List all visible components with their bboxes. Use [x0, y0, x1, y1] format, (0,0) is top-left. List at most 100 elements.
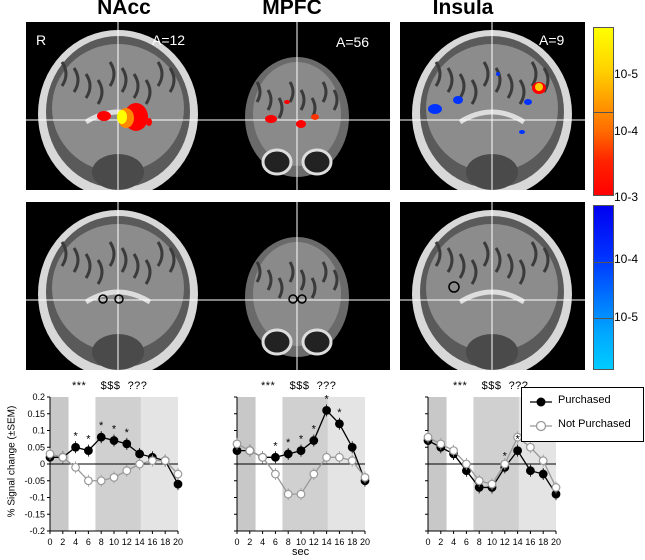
- x-tick-label: 12: [122, 537, 132, 547]
- y-tick-label: 0.15: [27, 409, 45, 419]
- data-point-purchased: [322, 406, 332, 415]
- orientation-label: R: [36, 32, 47, 48]
- data-point-not-purchased: [71, 462, 80, 472]
- title-mpfc: MPFC: [262, 0, 322, 19]
- data-point-not-purchased: [360, 473, 370, 482]
- y-tick-label: 0.05: [27, 442, 45, 452]
- brain-panel: [400, 202, 585, 370]
- coordinate-insula: A=9: [539, 32, 565, 48]
- sig-question: ???: [127, 380, 148, 392]
- x-tick-label: 16: [334, 537, 344, 547]
- x-tick-label: 6: [86, 537, 91, 547]
- data-point-purchased: [526, 466, 535, 476]
- x-tick-label: 14: [135, 537, 145, 547]
- data-point-purchased: [173, 479, 183, 489]
- data-point-purchased: [296, 446, 306, 456]
- x-tick-label: 10: [296, 537, 306, 547]
- x-tick-label: 18: [160, 537, 170, 547]
- y-tick-label: -0.15: [24, 509, 45, 519]
- data-point-not-purchased: [245, 446, 255, 456]
- x-tick-label: 12: [500, 537, 510, 547]
- x-tick-label: 16: [147, 537, 157, 547]
- title-nacc: NAcc: [97, 0, 151, 19]
- x-tick-label: 8: [477, 537, 482, 547]
- x-tick-label: 18: [347, 537, 357, 547]
- x-tick-label: 4: [451, 537, 456, 547]
- data-point-not-purchased: [232, 439, 242, 449]
- x-tick-label: 20: [360, 537, 370, 547]
- star-marker: *: [299, 434, 304, 446]
- colorbar-label-1e3: 10-3: [614, 190, 639, 204]
- data-point-not-purchased: [83, 476, 93, 486]
- data-point-not-purchased: [335, 452, 344, 462]
- data-point-not-purchased: [160, 456, 170, 466]
- data-point-not-purchased: [122, 466, 132, 476]
- x-tick-label: 2: [438, 537, 443, 547]
- x-tick-label: 2: [60, 537, 65, 547]
- x-tick-label: 8: [286, 537, 291, 547]
- star-marker: *: [503, 450, 508, 462]
- legend-label-purchased: Purchased: [558, 394, 611, 406]
- sig-star: ***: [261, 380, 276, 392]
- data-point-not-purchased: [449, 446, 459, 456]
- star-marker: *: [312, 424, 317, 436]
- data-point-not-purchased: [296, 489, 306, 499]
- x-tick-label: 10: [109, 537, 119, 547]
- star-marker: *: [324, 393, 329, 405]
- x-tick-label: 0: [47, 537, 52, 547]
- x-tick-label: 16: [525, 537, 535, 547]
- data-point-purchased: [135, 449, 145, 459]
- data-point-purchased: [513, 446, 522, 456]
- y-tick-label: -0.1: [29, 493, 45, 503]
- star-marker: *: [73, 430, 78, 442]
- sig-dollar: $$$: [289, 380, 310, 392]
- data-point-purchased: [122, 439, 132, 449]
- data-point-purchased: [109, 436, 119, 445]
- y-tick-label: -0.05: [24, 476, 45, 486]
- title-insula: Insula: [432, 0, 494, 19]
- sig-markers-mpfc: *** $$$ ???: [261, 380, 336, 392]
- sig-question: ???: [316, 380, 337, 392]
- data-point-purchased: [271, 452, 280, 462]
- data-point-not-purchased: [109, 473, 119, 482]
- data-point-not-purchased: [258, 452, 268, 462]
- colorbar-negative: [593, 205, 614, 370]
- x-tick-label: 4: [260, 537, 265, 547]
- star-marker: *: [273, 440, 278, 452]
- colorbar-tick-1: [593, 112, 614, 113]
- star-marker: *: [337, 407, 342, 419]
- colorbar-label-pos-1e5: 10-5: [614, 67, 639, 81]
- legend-label-not-purchased: Not Purchased: [558, 418, 631, 430]
- x-tick-label: 6: [273, 537, 278, 547]
- x-tick-label: 4: [73, 537, 78, 547]
- data-point-not-purchased: [538, 456, 548, 466]
- x-axis-label: sec: [292, 546, 310, 558]
- brain-panel: [400, 22, 585, 190]
- legend: Purchased Not Purchased: [521, 387, 644, 442]
- y-tick-label: 0.2: [32, 392, 45, 402]
- sig-markers-insula: *** $$$ ???: [453, 380, 528, 392]
- data-point-purchased: [335, 419, 344, 429]
- colorbar-label-neg-1e4: 10-4: [614, 252, 639, 266]
- data-point-not-purchased: [347, 456, 357, 466]
- x-tick-label: 12: [309, 537, 319, 547]
- data-point-not-purchased: [96, 476, 106, 486]
- sig-dollar: $$$: [100, 380, 121, 392]
- y-tick-label: -0.2: [29, 526, 45, 536]
- brain-panel: [205, 202, 390, 370]
- data-point-purchased: [309, 436, 319, 445]
- brain-panel: [26, 22, 211, 190]
- data-point-not-purchased: [487, 479, 497, 489]
- coordinate-nacc: A=12: [152, 32, 186, 48]
- x-tick-label: 0: [425, 537, 430, 547]
- data-point-not-purchased: [436, 439, 446, 449]
- data-point-not-purchased: [147, 456, 157, 466]
- colorbar-tick-2: [593, 262, 614, 263]
- data-point-purchased: [283, 449, 293, 459]
- x-tick-label: 2: [247, 537, 252, 547]
- data-point-purchased: [83, 446, 93, 456]
- legend-marker-not-purchased: [535, 420, 547, 432]
- colorbar-tick-3: [593, 318, 614, 319]
- star-marker: *: [286, 437, 291, 449]
